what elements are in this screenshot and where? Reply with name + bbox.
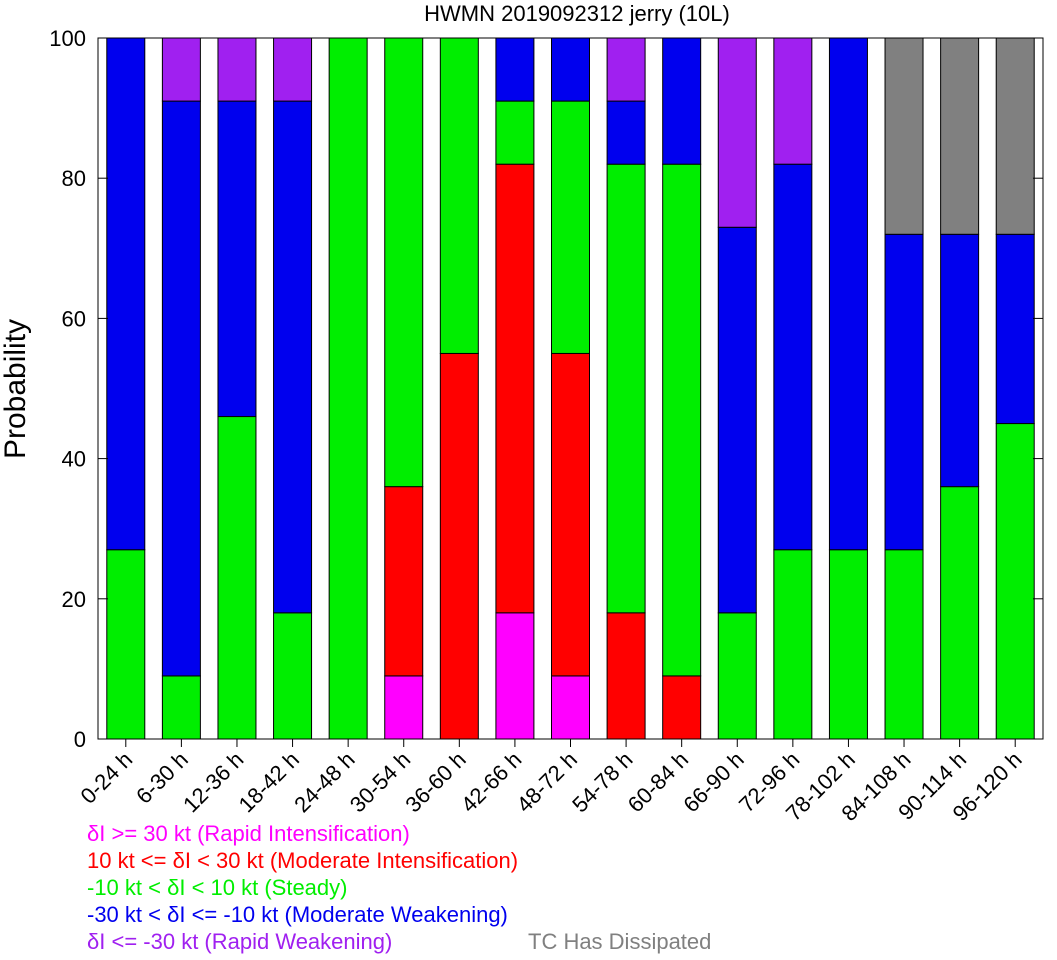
y-tick-label: 0: [74, 727, 86, 752]
x-tick-label: 54-78 h: [567, 747, 637, 817]
bar-segment-steady-5: [384, 37, 424, 488]
bar-segment-mw-2: [217, 100, 257, 418]
bar-segment-rw-11: [717, 37, 757, 228]
x-tick-label: 0-24 h: [76, 747, 138, 809]
y-tick-label: 60: [62, 306, 86, 331]
bar-segment-mi-10: [662, 675, 702, 740]
bar-segment-mw-13: [828, 37, 868, 551]
bar-segment-dissipated-15: [940, 37, 980, 235]
bar-segment-steady-10: [662, 163, 702, 677]
bar-segment-mw-14: [884, 233, 924, 551]
bar-segment-ri-5: [384, 675, 424, 740]
x-tick-label: 66-90 h: [678, 747, 748, 817]
x-tick-label: 48-72 h: [512, 747, 582, 817]
bar-segment-rw-12: [773, 37, 813, 165]
y-tick-label: 80: [62, 166, 86, 191]
bar-segment-steady-3: [273, 612, 313, 740]
y-axis-ticks: 0 20 40 60 80 100: [49, 26, 1043, 752]
bar-segment-steady-11: [717, 612, 757, 740]
bar-segment-mi-5: [384, 486, 424, 677]
x-axis-ticks: 0-24 h6-30 h12-36 h18-42 h24-48 h30-54 h…: [76, 739, 1027, 826]
chart-title: HWMN 2019092312 jerry (10L): [424, 1, 730, 26]
bar-segment-steady-2: [217, 416, 257, 740]
x-tick-label: 42-66 h: [456, 747, 526, 817]
y-axis-label: Probability: [0, 319, 32, 459]
bar-segment-rw-9: [606, 37, 646, 102]
bar-segment-ri-8: [551, 675, 590, 740]
bar-segment-mw-7: [495, 37, 535, 102]
legend-entry-dissipated: TC Has Dissipated: [528, 929, 712, 954]
bar-segment-steady-4: [328, 37, 368, 740]
legend: δI >= 30 kt (Rapid Intensification) 10 k…: [87, 820, 518, 955]
bar-segment-steady-1: [161, 675, 201, 740]
legend-entry-rapid-weakening: δI <= -30 kt (Rapid Weakening): [87, 929, 393, 954]
x-tick-label: 60-84 h: [623, 747, 693, 817]
bar-segment-steady-9: [606, 163, 646, 614]
y-tick-label: 100: [49, 26, 86, 51]
bar-segment-steady-14: [884, 549, 924, 740]
x-tick-label: 36-60 h: [400, 747, 470, 817]
bar-segment-mi-6: [439, 352, 479, 740]
legend-entry-rapid-intensification: δI >= 30 kt (Rapid Intensification): [87, 821, 410, 846]
bar-segment-mw-0: [106, 37, 146, 551]
bar-segment-dissipated-16: [995, 37, 1035, 235]
x-tick-label: 24-48 h: [289, 747, 359, 817]
legend-entry-moderate-intensification: 10 kt <= δI < 30 kt (Moderate Intensific…: [87, 848, 519, 873]
bar-segment-steady-6: [439, 37, 479, 354]
bar-segment-mw-10: [662, 37, 702, 165]
bar-segment-dissipated-14: [884, 37, 924, 235]
bar-segment-steady-15: [940, 486, 980, 740]
bar-segment-mw-16: [995, 233, 1035, 425]
legend-entry-steady: -10 kt < δI < 10 kt (Steady): [87, 875, 348, 900]
y-tick-label: 20: [62, 587, 86, 612]
bar-segment-mw-1: [161, 100, 201, 677]
bar-segment-mi-9: [606, 612, 646, 740]
bar-segment-ri-7: [495, 612, 535, 740]
bar-segment-mw-9: [606, 100, 646, 165]
bars-group: [106, 37, 1035, 740]
bar-segment-steady-8: [551, 100, 590, 354]
bar-segment-steady-7: [495, 100, 535, 165]
bar-segment-mw-12: [773, 163, 813, 551]
x-tick-label: 18-42 h: [234, 747, 304, 817]
x-tick-label: 30-54 h: [345, 747, 415, 817]
bar-segment-mw-15: [940, 233, 980, 488]
bar-segment-mw-11: [717, 226, 757, 614]
bar-segment-steady-12: [773, 549, 813, 740]
bar-segment-rw-1: [161, 37, 201, 102]
x-tick-label: 12-36 h: [178, 747, 248, 817]
bar-segment-steady-16: [995, 423, 1035, 740]
legend-entry-moderate-weakening: -30 kt < δI <= -10 kt (Moderate Weakenin…: [87, 902, 508, 927]
bar-segment-mw-3: [273, 100, 313, 614]
bar-segment-mi-7: [495, 163, 535, 614]
bar-segment-steady-0: [106, 549, 146, 740]
bar-segment-mw-8: [551, 37, 590, 102]
bar-segment-rw-2: [217, 37, 257, 102]
plot-frame: [97, 37, 1044, 740]
bar-segment-rw-3: [273, 37, 313, 102]
bar-segment-mi-8: [551, 352, 590, 677]
y-tick-label: 40: [62, 447, 86, 472]
bar-segment-steady-13: [828, 549, 868, 740]
